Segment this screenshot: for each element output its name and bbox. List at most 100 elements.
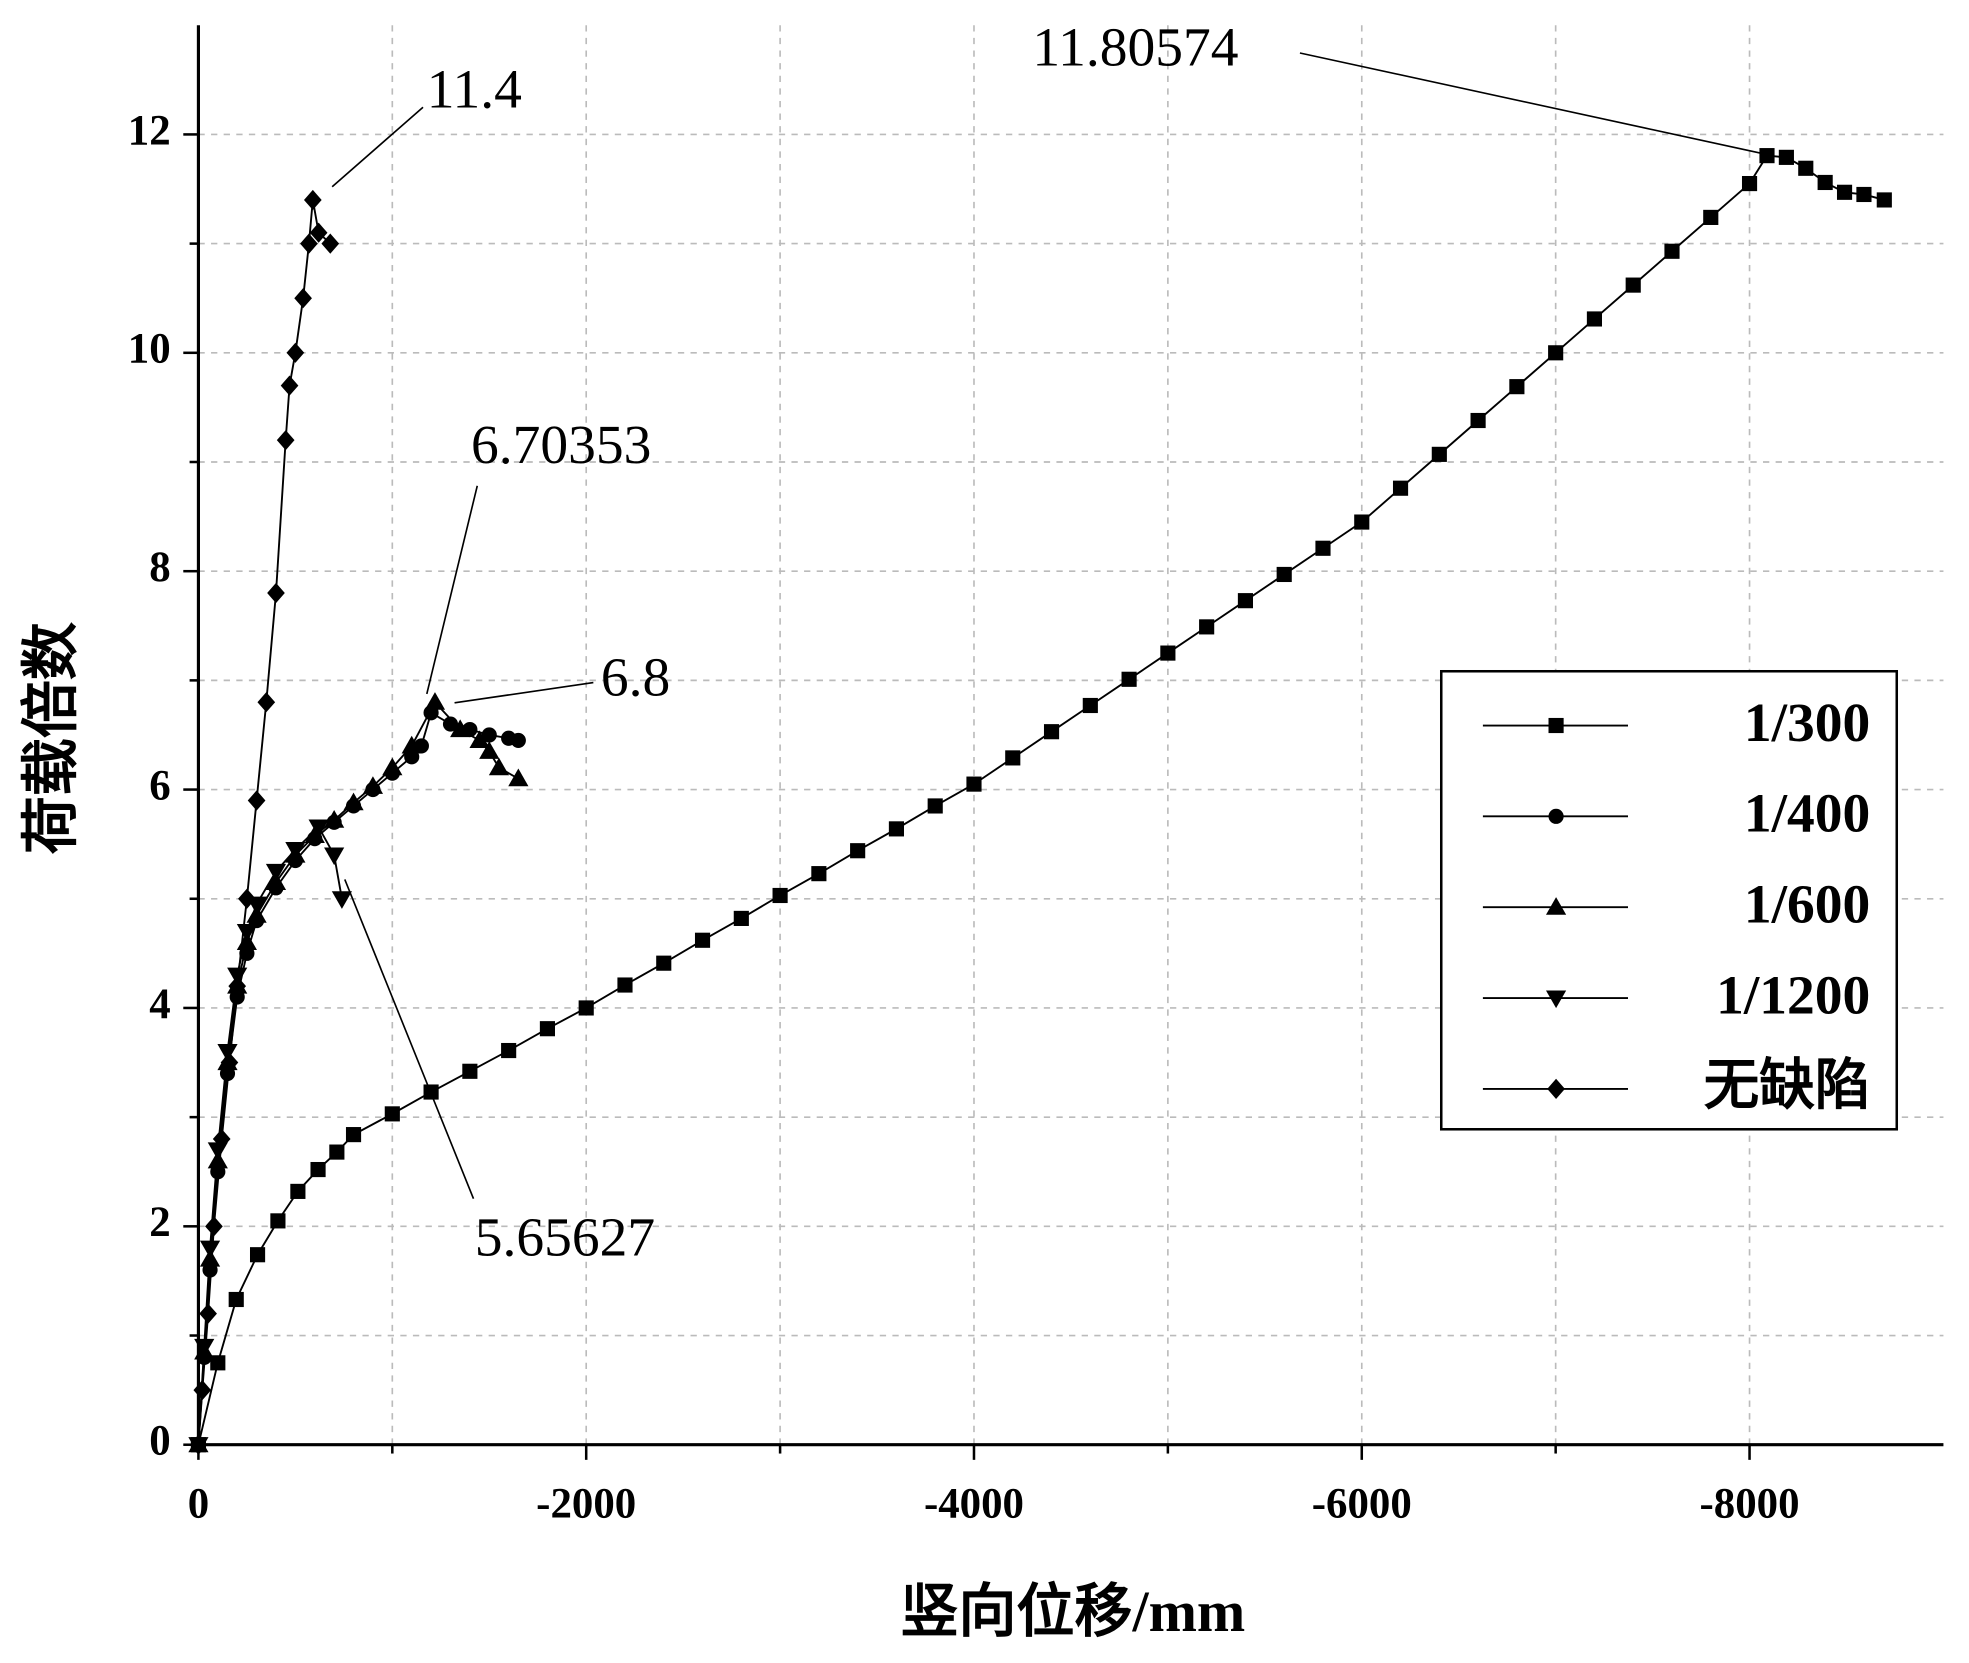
marker: [469, 730, 490, 749]
legend-label: 1/300: [1744, 693, 1870, 754]
annotation-leader: [454, 681, 594, 704]
marker: [343, 792, 364, 811]
marker: [1625, 277, 1641, 293]
annotation: 11.80574: [1032, 18, 1238, 79]
legend-label: 1/600: [1744, 874, 1870, 935]
marker: [267, 582, 285, 604]
marker: [1354, 514, 1370, 530]
marker: [1547, 1078, 1565, 1099]
series-line: [197, 700, 519, 1445]
legend-box: [1439, 669, 1899, 1131]
marker: [324, 847, 345, 866]
marker: [1431, 446, 1447, 462]
marker: [1043, 724, 1060, 740]
marker: [1664, 243, 1680, 259]
marker: [303, 189, 322, 211]
annotation-leader: [344, 879, 475, 1199]
marker: [1545, 990, 1567, 1009]
marker: [1548, 345, 1564, 361]
y-tick-label: 6: [149, 762, 170, 809]
x-tick-label: -8000: [1700, 1481, 1800, 1528]
marker: [1703, 209, 1719, 225]
marker: [1778, 149, 1794, 165]
series-line: [197, 154, 1885, 1445]
marker: [501, 1042, 517, 1059]
y-tick-label: 4: [149, 981, 170, 1028]
marker: [1005, 750, 1021, 766]
y-tick-label: 2: [149, 1199, 170, 1246]
marker: [1237, 593, 1254, 609]
marker: [309, 222, 328, 243]
marker: [247, 790, 266, 811]
marker: [1160, 645, 1176, 661]
marker: [304, 825, 325, 844]
marker: [479, 741, 500, 759]
marker: [401, 735, 422, 754]
marker: [217, 1044, 238, 1062]
annotation: 6.70353: [471, 415, 651, 476]
marker: [772, 887, 788, 904]
marker: [1315, 540, 1331, 556]
marker: [1082, 697, 1098, 714]
x-tick-label: 0: [188, 1481, 209, 1528]
marker: [265, 863, 287, 882]
marker: [290, 1183, 306, 1199]
marker: [276, 430, 295, 451]
marker: [189, 1434, 208, 1455]
marker: [257, 692, 276, 713]
annotation-leader: [426, 485, 479, 695]
marker: [193, 1380, 212, 1401]
legend-label: 1/400: [1744, 784, 1870, 845]
marker: [508, 768, 529, 787]
marker: [1856, 186, 1872, 203]
marker: [1548, 808, 1564, 824]
marker: [424, 692, 446, 710]
marker: [1836, 184, 1853, 200]
marker: [382, 757, 403, 776]
marker: [481, 727, 497, 743]
marker: [1817, 174, 1833, 191]
marker: [927, 798, 943, 814]
marker: [236, 923, 257, 942]
y-tick-label: 12: [128, 107, 171, 154]
y-axis-title: 荷载倍数: [18, 622, 83, 854]
marker: [1741, 175, 1758, 192]
marker: [194, 1338, 215, 1357]
marker: [384, 1106, 400, 1122]
marker: [694, 932, 711, 948]
marker: [1545, 897, 1567, 915]
marker: [329, 1144, 345, 1160]
marker: [888, 821, 904, 837]
y-tick-label: 0: [149, 1418, 170, 1465]
marker: [578, 1000, 594, 1016]
marker: [462, 1063, 478, 1079]
y-tick-label: 8: [149, 544, 170, 591]
legend-label: 1/1200: [1716, 965, 1870, 1026]
marker: [510, 732, 526, 749]
marker: [285, 842, 306, 860]
x-tick-label: -4000: [924, 1481, 1024, 1528]
marker: [249, 1247, 266, 1263]
marker: [362, 776, 384, 794]
x-tick-label: -6000: [1312, 1481, 1412, 1528]
marker: [212, 1128, 231, 1150]
marker: [310, 1161, 326, 1178]
annotation: 6.8: [601, 647, 670, 708]
marker: [733, 910, 749, 926]
marker: [331, 891, 352, 909]
x-tick-label: -2000: [536, 1481, 636, 1528]
marker: [1470, 412, 1486, 429]
y-tick-label: 10: [128, 326, 171, 373]
marker: [324, 810, 345, 828]
marker: [1876, 192, 1892, 208]
marker: [442, 716, 459, 732]
marker: [1392, 480, 1409, 496]
marker: [300, 233, 318, 254]
marker: [228, 1291, 244, 1308]
marker: [199, 1240, 221, 1259]
marker: [321, 233, 340, 254]
annotation: 11.4: [427, 59, 522, 120]
marker: [286, 342, 305, 363]
marker: [308, 819, 329, 838]
